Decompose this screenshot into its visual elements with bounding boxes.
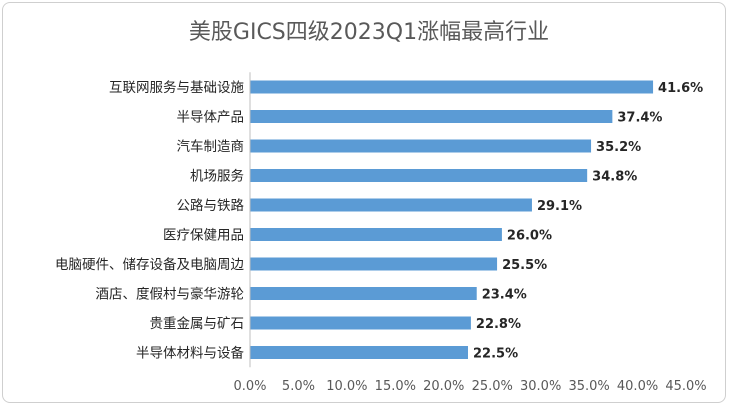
- bar: [250, 169, 588, 182]
- value-label: 29.1%: [537, 199, 582, 214]
- value-label: 22.8%: [476, 317, 521, 332]
- chart-title: 美股GICS四级2023Q1涨幅最高行业: [189, 20, 549, 45]
- bars: [250, 80, 654, 359]
- value-labels: 41.6% 37.4% 35.2% 34.8% 29.1% 26.0% 25.5% 23.4%…: [473, 81, 703, 362]
- x-tick-label: 10.0%: [326, 379, 367, 394]
- value-label: 34.8%: [592, 170, 637, 185]
- value-label: 25.5%: [502, 258, 547, 273]
- category-label: 半导体材料与设备: [136, 345, 244, 362]
- category-label: 半导体产品: [177, 110, 245, 126]
- x-tick-label: 0.0%: [233, 379, 266, 394]
- bar: [250, 316, 471, 330]
- category-label: 汽车制造商: [177, 138, 245, 155]
- chart-frame: 美股GICS四级2023Q1涨幅最高行业 互联网服务与基础设施半导体产品汽车制造…: [2, 2, 726, 403]
- bar-chart: 美股GICS四级2023Q1涨幅最高行业 互联网服务与基础设施半导体产品汽车制造…: [55, 20, 707, 394]
- category-label: 医疗保健用品: [163, 228, 244, 244]
- value-label: 35.2%: [596, 140, 641, 155]
- bar: [250, 287, 477, 300]
- value-label: 37.4%: [617, 111, 662, 126]
- category-label: 电脑硬件、储存设备及电脑周边: [55, 256, 244, 273]
- bar: [250, 198, 532, 212]
- value-label: 23.4%: [482, 288, 527, 303]
- category-label: 互联网服务与基础设施: [109, 79, 244, 96]
- x-tick-label: 35.0%: [568, 379, 609, 394]
- x-tick-label: 25.0%: [472, 379, 513, 394]
- x-tick-label: 30.0%: [520, 379, 561, 394]
- x-tick-label: 40.0%: [617, 379, 658, 394]
- bar: [250, 257, 498, 271]
- category-label: 机场服务: [190, 169, 244, 185]
- value-label: 26.0%: [507, 229, 552, 244]
- x-tick-label: 20.0%: [423, 379, 464, 394]
- category-label: 公路与铁路: [177, 198, 245, 214]
- value-label: 41.6%: [658, 81, 703, 96]
- bar: [250, 346, 468, 359]
- x-tick-labels: 0.0% 5.0% 10.0% 15.0% 20.0% 25.0% 30.0% 35.0% 40…: [233, 379, 706, 394]
- bar: [250, 80, 654, 94]
- category-label: 贵重金属与矿石: [150, 316, 245, 332]
- x-tick-label: 5.0%: [282, 379, 315, 394]
- bar: [250, 228, 502, 241]
- x-tick-label: 45.0%: [665, 379, 706, 394]
- bar: [250, 110, 613, 123]
- x-tick-label: 15.0%: [375, 379, 416, 394]
- category-labels: 互联网服务与基础设施半导体产品汽车制造商机场服务公路与铁路医疗保健用品电脑硬件、…: [55, 79, 244, 362]
- category-label: 酒店、度假村与豪华游轮: [96, 287, 245, 303]
- value-label: 22.5%: [473, 347, 518, 362]
- bar: [250, 139, 592, 153]
